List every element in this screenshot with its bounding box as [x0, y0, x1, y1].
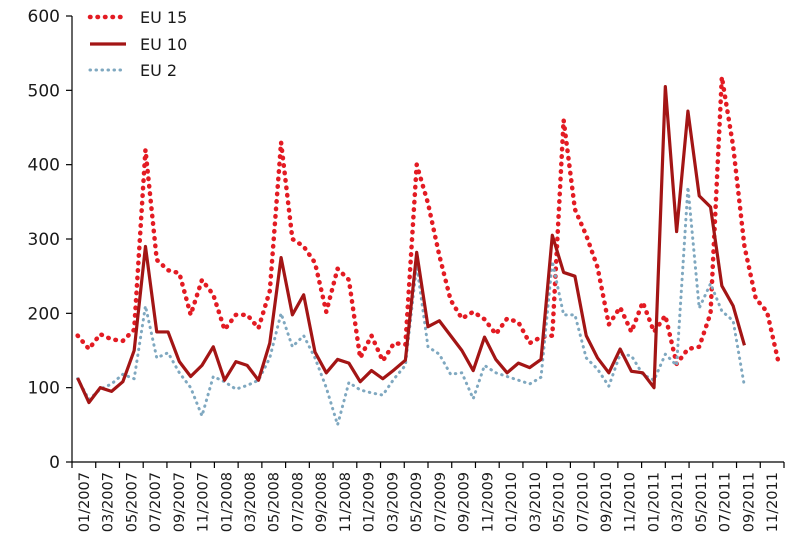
y-axis: 0 100 200 300 400 500 600 [28, 7, 73, 473]
series-line-eu-10 [76, 85, 746, 405]
y-tick-label: 600 [28, 7, 60, 27]
x-tick-label: 05/2007 [124, 472, 140, 532]
x-tick-label: 09/2011 [741, 472, 757, 532]
x-tick-label: 01/2011 [646, 472, 662, 532]
x-tick-label: 03/2011 [670, 472, 686, 532]
x-tick-label: 11/2011 [765, 472, 781, 532]
y-tick-label: 400 [28, 156, 60, 176]
x-tick-label: 11/2010 [623, 472, 639, 532]
x-tick-label: 01/2009 [362, 472, 378, 532]
x-tick-label: 05/2010 [552, 472, 568, 532]
x-tick-label: 03/2008 [243, 472, 259, 532]
x-tick-label: 11/2007 [196, 472, 212, 532]
x-tick-label: 07/2010 [575, 472, 591, 532]
x-tick-label: 05/2009 [409, 472, 425, 532]
x-tick-label: 11/2009 [480, 472, 496, 532]
x-tick-label: 07/2011 [718, 472, 734, 532]
x-tick-label: 01/2007 [77, 472, 93, 532]
x-tick-label: 09/2009 [457, 472, 473, 532]
series-line-eu-15 [75, 74, 781, 367]
x-tick-label: 05/2011 [694, 472, 710, 532]
x-tick-label: 09/2008 [314, 472, 330, 532]
series-layer [75, 74, 781, 427]
x-tick-label: 03/2009 [385, 472, 401, 532]
legend-label: EU 15 [140, 8, 187, 27]
legend: EU 15 EU 10 EU 2 [87, 8, 187, 80]
x-tick-label: 07/2007 [148, 472, 164, 532]
y-tick-label: 200 [28, 304, 60, 324]
x-tick-label: 01/2008 [219, 472, 235, 532]
x-tick-label: 07/2008 [290, 472, 306, 532]
x-tick-label: 03/2010 [528, 472, 544, 532]
x-tick-label: 01/2010 [504, 472, 520, 532]
x-tick-label: 09/2010 [599, 472, 615, 532]
x-tick-label: 05/2008 [267, 472, 283, 532]
x-tick-label: 11/2008 [338, 472, 354, 532]
legend-label: EU 2 [140, 61, 177, 80]
x-axis: 01/2007 03/2007 05/2007 07/2007 09/2007 11/20… [71, 461, 785, 532]
legend-label: EU 10 [140, 35, 187, 54]
y-tick-label: 0 [49, 453, 60, 473]
x-tick-label: 03/2007 [101, 472, 117, 532]
y-tick-label: 100 [28, 379, 60, 399]
x-tick-label: 07/2009 [433, 472, 449, 532]
y-tick-label: 500 [28, 81, 60, 101]
x-tick-label: 09/2007 [172, 472, 188, 532]
y-tick-label: 300 [28, 230, 60, 250]
